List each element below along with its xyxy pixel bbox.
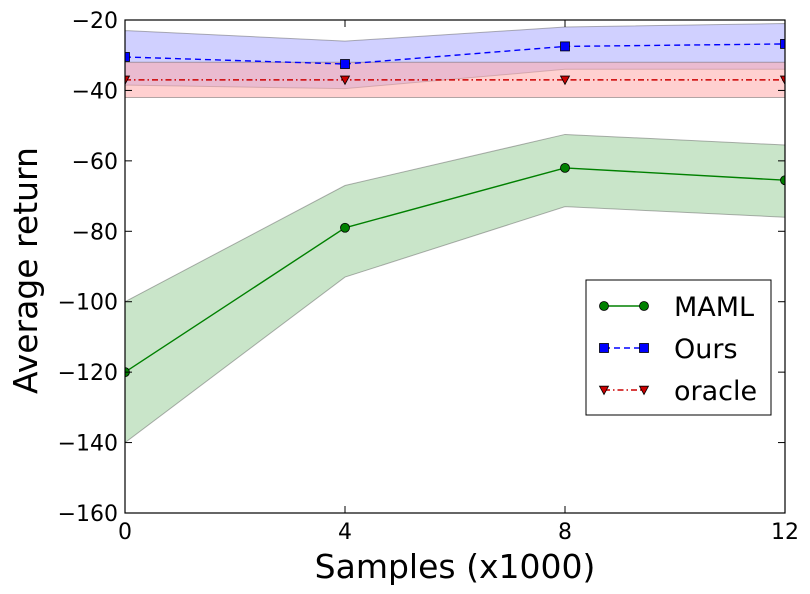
legend-label-maml: MAML (674, 292, 754, 323)
axis-ticks: 0 4 8 12 −20 −40 −60 −80 −100 −120 −140 −160 (58, 9, 799, 545)
point-maml-3 (780, 175, 785, 186)
plot-axes (124, 19, 786, 514)
legend-marker-start-oracle (598, 385, 610, 396)
y-axis-title: Average return (6, 147, 45, 394)
x-tick-label-0: 0 (118, 520, 132, 545)
x-tick-label-1: 4 (338, 520, 352, 545)
point-ours-3 (780, 39, 785, 49)
legend-marker-start-maml (599, 301, 609, 311)
x-tick-label-2: 8 (558, 520, 572, 545)
y-tick-label-4: −100 (58, 291, 118, 316)
series-markers (125, 39, 785, 378)
x-axis-title: Samples (x1000) (315, 547, 596, 586)
line-maml (124, 167, 786, 373)
y-tick-label-1: −40 (72, 79, 118, 104)
y-tick-label-3: −80 (72, 220, 118, 245)
y-tick-label-7: −160 (58, 502, 118, 527)
legend-marker-start-ours (599, 343, 609, 353)
x-tick-label-3: 12 (771, 520, 799, 545)
confidence-bands (125, 23, 785, 444)
y-tick-label-5: −120 (58, 361, 118, 386)
legend-label-ours: Ours (674, 334, 738, 365)
y-tick-label-6: −140 (58, 432, 118, 457)
band-maml (125, 133, 785, 444)
legend-label-oracle: oracle (674, 376, 757, 407)
legend-marker-end-oracle (638, 385, 650, 396)
legend-marker-end-maml (639, 301, 649, 311)
legend-marker-end-ours (639, 343, 649, 353)
point-oracle-1 (339, 75, 351, 86)
y-tick-label-0: −20 (72, 9, 118, 34)
point-oracle-2 (559, 75, 571, 86)
point-oracle-3 (779, 75, 785, 86)
point-ours-2 (560, 41, 570, 52)
point-oracle-0 (125, 75, 131, 86)
point-ours-1 (340, 59, 350, 69)
plot-frame (124, 19, 786, 514)
point-ours-0 (125, 52, 130, 62)
series-lines (124, 43, 786, 373)
y-tick-label-2: −60 (72, 150, 118, 175)
point-maml-2 (560, 162, 570, 173)
legend: MAML Ours oracle (585, 279, 772, 416)
point-maml-1 (340, 222, 350, 233)
line-ours (124, 43, 786, 65)
